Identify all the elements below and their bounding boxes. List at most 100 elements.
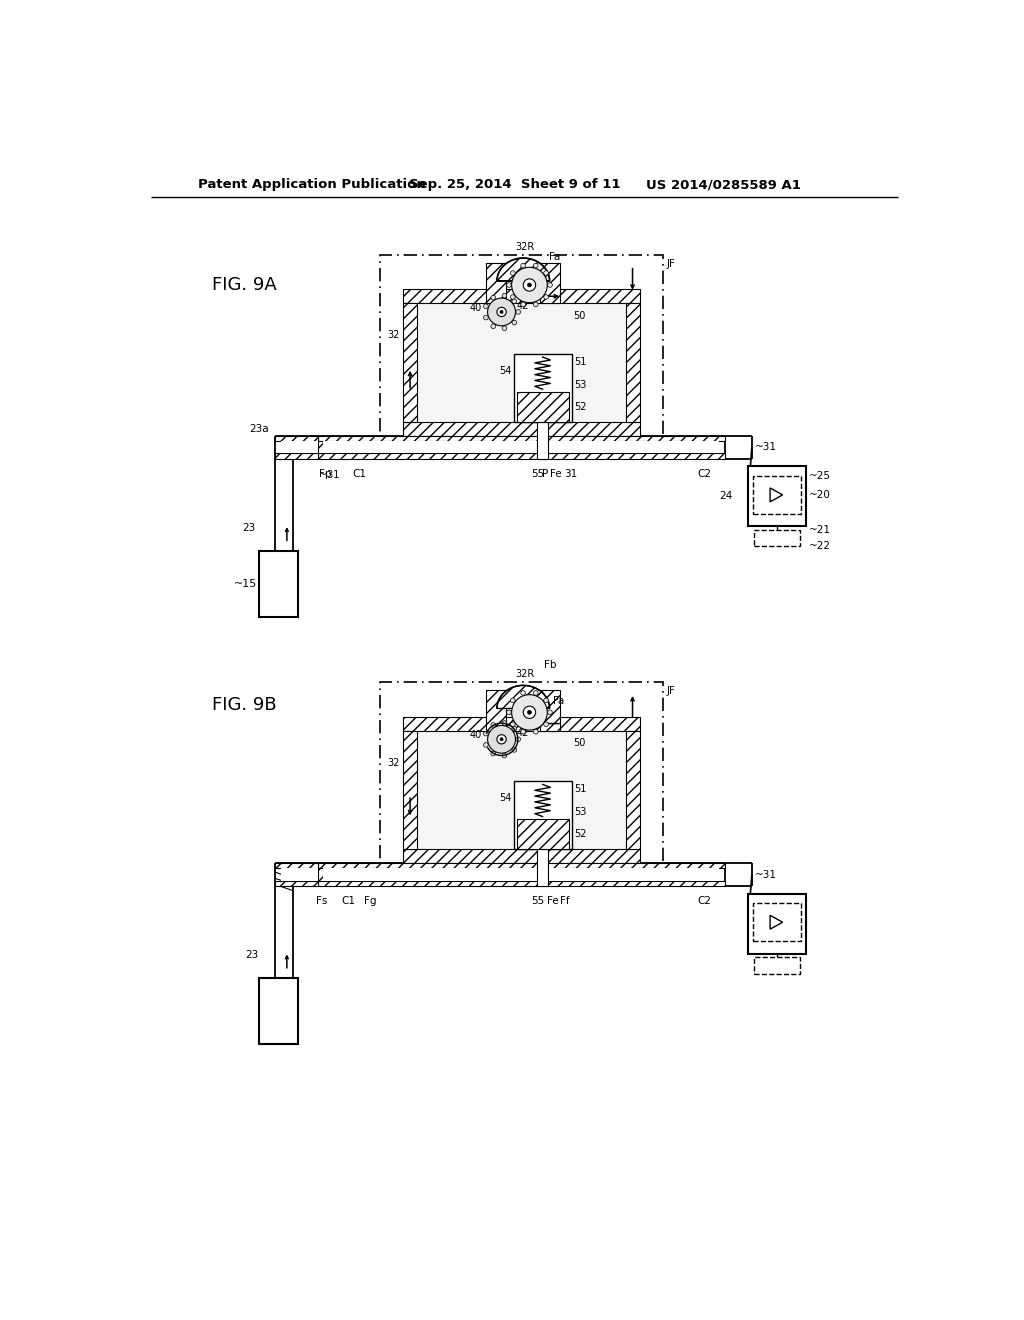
Circle shape [512,267,547,302]
Text: 32: 32 [387,758,399,768]
Text: 32: 32 [387,330,399,341]
Bar [626,304,640,422]
Bar [259,552,298,616]
Bar [403,849,640,863]
Text: 53: 53 [574,807,587,817]
Circle shape [483,304,488,309]
Bar [538,422,548,459]
Text: ~21: ~21 [809,524,831,535]
Bar [538,849,548,886]
Circle shape [500,310,503,313]
Text: Ff: Ff [560,896,569,906]
Bar [541,690,560,730]
Bar [748,894,806,954]
Bar [755,957,800,974]
Circle shape [502,754,507,758]
Circle shape [512,321,517,325]
Text: JF: JF [667,686,676,696]
Circle shape [516,737,520,742]
Circle shape [500,738,503,741]
Text: ~22: ~22 [809,541,831,552]
Circle shape [502,293,507,298]
Circle shape [497,735,506,744]
Text: 52: 52 [574,829,587,840]
Circle shape [516,310,520,314]
Text: C1: C1 [341,896,355,906]
Circle shape [483,731,488,737]
Bar [541,263,560,304]
Circle shape [544,294,549,300]
Text: ~31: ~31 [755,442,777,453]
Circle shape [490,323,496,329]
Text: 51: 51 [574,784,587,795]
Text: Fe: Fe [547,896,558,906]
Text: 42: 42 [517,729,529,738]
Bar [403,717,640,730]
Circle shape [521,263,525,268]
Circle shape [512,747,517,752]
Text: 51: 51 [574,358,587,367]
Bar [755,529,800,546]
Text: ~31: ~31 [755,870,777,879]
Bar [626,730,640,849]
Circle shape [511,294,515,300]
Bar [486,690,506,730]
Circle shape [507,710,511,714]
Text: C1: C1 [352,469,367,479]
Bar [317,869,324,880]
Text: Fb: Fb [544,660,557,671]
Circle shape [490,722,496,727]
Text: Fp: Fp [319,469,332,479]
Circle shape [548,710,552,714]
Bar [317,436,725,441]
Text: P: P [542,469,548,479]
Bar [275,863,317,869]
Text: ~25: ~25 [809,471,831,480]
Polygon shape [497,685,550,709]
Circle shape [534,690,539,696]
Bar [403,422,640,436]
Circle shape [534,263,539,268]
Circle shape [544,698,549,702]
Circle shape [527,282,531,286]
Text: 53: 53 [574,380,587,389]
Bar [417,304,626,422]
Text: 23: 23 [245,950,258,961]
Circle shape [534,302,539,306]
Circle shape [521,730,525,734]
Polygon shape [770,915,782,929]
Bar [380,682,663,878]
Text: JF: JF [667,259,676,268]
Circle shape [483,315,488,319]
Bar [486,263,506,304]
Circle shape [527,710,531,714]
Circle shape [511,271,515,276]
Text: 40: 40 [470,730,482,741]
Text: 32R: 32R [515,242,535,252]
Circle shape [512,726,517,731]
Bar [275,880,317,886]
Text: Fs: Fs [316,896,328,906]
Circle shape [507,282,511,288]
Bar [317,863,725,869]
Circle shape [512,694,547,730]
Bar [517,392,568,422]
Text: 32R: 32R [515,669,535,680]
Bar [748,466,806,527]
Bar [517,820,568,849]
Bar [753,903,802,941]
Circle shape [490,296,496,300]
Text: 31: 31 [564,469,578,479]
Polygon shape [497,257,550,281]
Bar [317,453,725,459]
Text: 40: 40 [470,304,482,313]
Text: Sep. 25, 2014  Sheet 9 of 11: Sep. 25, 2014 Sheet 9 of 11 [409,178,621,191]
Bar [380,255,663,451]
Circle shape [521,690,525,696]
Text: 42: 42 [517,301,529,310]
Text: Patent Application Publication: Patent Application Publication [198,178,426,191]
Bar [417,730,626,849]
Text: ~20: ~20 [809,490,831,500]
Text: 52: 52 [574,401,587,412]
Bar [403,304,417,422]
